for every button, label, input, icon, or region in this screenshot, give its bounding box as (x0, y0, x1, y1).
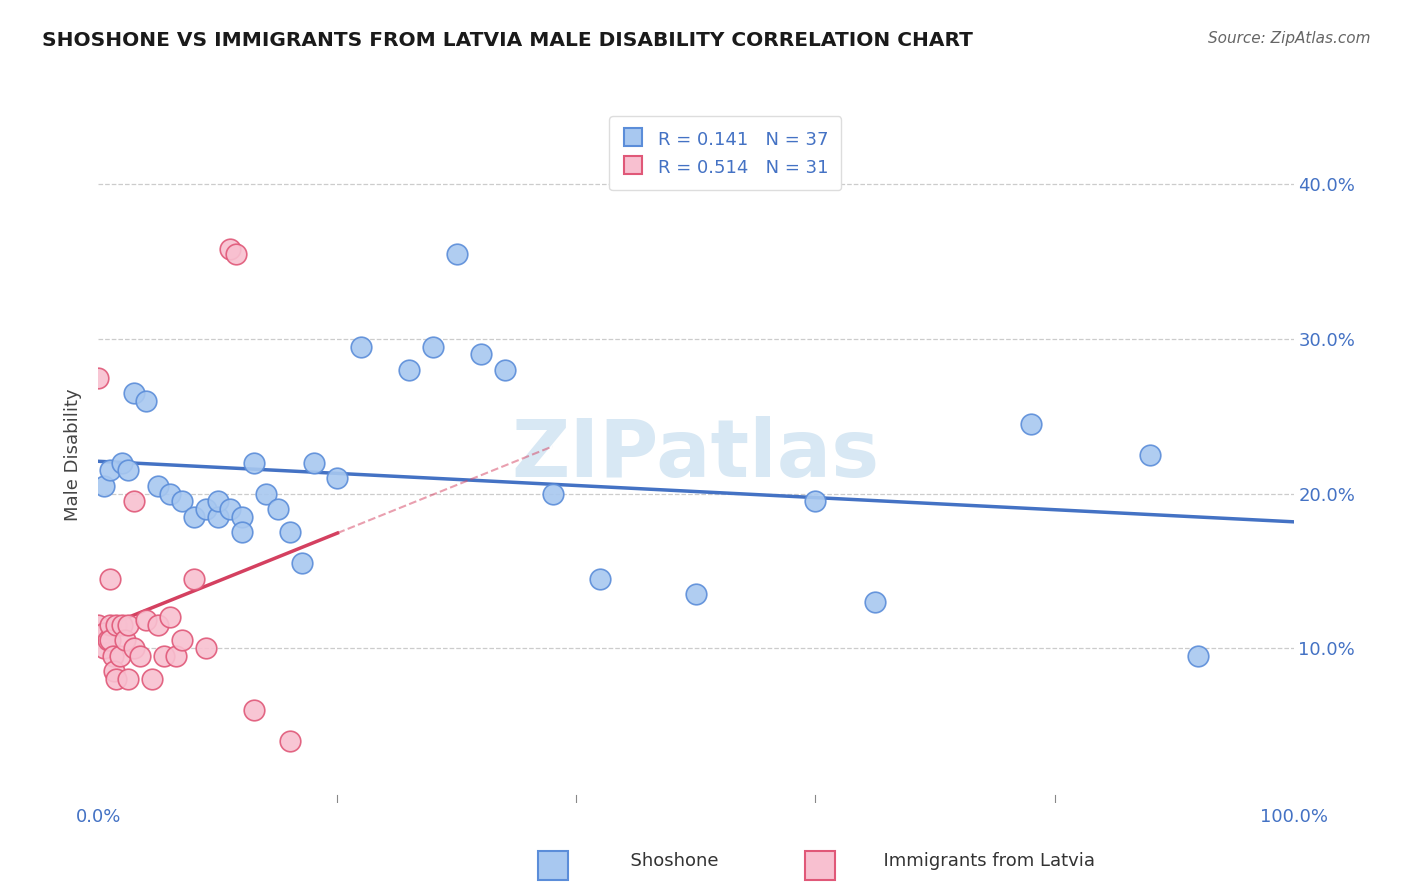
Point (97, 633, 120, 648)
Point (141, 672, 163, 686)
Point (148, 479, 170, 493)
Point (207, 494, 229, 508)
Text: Immigrants from Latvia: Immigrants from Latvia (872, 852, 1095, 870)
Point (117, 618, 139, 632)
Point (422, 340, 444, 354)
Point (194, 641, 218, 656)
Point (219, 502, 242, 516)
Point (159, 486, 181, 500)
Point (98, 633, 122, 648)
Point (103, 665, 125, 679)
Point (685, 587, 707, 601)
Point (105, 618, 128, 632)
Point (98, 572, 122, 586)
Point (111, 618, 134, 632)
Point (1139, 448, 1161, 462)
Point (231, 509, 253, 524)
Point (98, 618, 122, 632)
Text: Source: ZipAtlas.com: Source: ZipAtlas.com (1208, 31, 1371, 46)
Text: Shoshone: Shoshone (619, 852, 718, 870)
Point (446, 247, 468, 261)
Point (302, 456, 325, 470)
Point (105, 672, 128, 686)
FancyBboxPatch shape (537, 851, 568, 880)
Point (470, 347, 492, 361)
Point (183, 572, 205, 586)
Point (153, 648, 176, 663)
Point (148, 618, 170, 632)
Point (254, 486, 277, 500)
Point (278, 525, 301, 540)
Point (135, 613, 157, 627)
Point (183, 509, 205, 524)
Point (1187, 648, 1209, 663)
Point (326, 471, 349, 485)
Point (804, 494, 827, 508)
Point (124, 386, 146, 401)
Point (129, 648, 152, 663)
Point (243, 456, 266, 470)
Point (863, 595, 887, 609)
Point (243, 703, 266, 717)
Text: SHOSHONE VS IMMIGRANTS FROM LATVIA MALE DISABILITY CORRELATION CHART: SHOSHONE VS IMMIGRANTS FROM LATVIA MALE … (42, 31, 973, 50)
Point (135, 393, 157, 408)
Legend: R = 0.141   N = 37, R = 0.514   N = 31: R = 0.141 N = 37, R = 0.514 N = 31 (609, 116, 841, 190)
Point (541, 486, 564, 500)
Point (172, 633, 194, 648)
Point (98, 463, 122, 477)
Point (124, 494, 146, 508)
Point (159, 610, 181, 624)
Point (93, 641, 115, 656)
Point (87, 370, 110, 384)
Point (101, 648, 124, 663)
Point (165, 648, 187, 663)
Point (494, 363, 516, 377)
Point (108, 648, 131, 663)
Point (225, 247, 247, 261)
Text: ZIPatlas: ZIPatlas (512, 416, 880, 494)
Point (219, 242, 242, 256)
Point (350, 340, 373, 354)
Y-axis label: Male Disability: Male Disability (65, 389, 83, 521)
Point (589, 572, 612, 586)
Point (1019, 417, 1042, 431)
Point (87, 618, 110, 632)
Point (93, 625, 115, 640)
Point (278, 734, 301, 748)
Point (291, 556, 314, 570)
Point (172, 494, 194, 508)
Point (194, 502, 218, 516)
Point (117, 672, 139, 686)
Point (231, 525, 253, 540)
Point (398, 363, 420, 377)
Point (111, 456, 134, 470)
Point (114, 633, 136, 648)
Point (207, 509, 229, 524)
Point (93, 479, 115, 493)
Point (267, 502, 290, 516)
Point (117, 463, 139, 477)
Point (124, 641, 146, 656)
FancyBboxPatch shape (804, 851, 835, 880)
